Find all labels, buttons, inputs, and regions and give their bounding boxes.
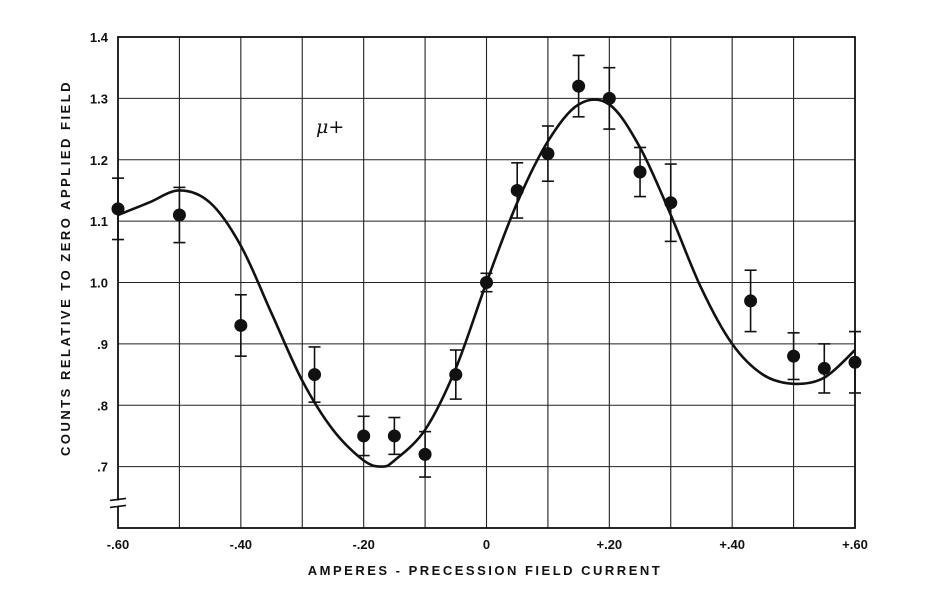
axis-break-gap: [110, 500, 126, 507]
marker-3: [308, 368, 322, 382]
y-tick-label-1: .8: [97, 398, 108, 413]
data-point-14: [664, 163, 678, 243]
marker-14: [664, 196, 678, 210]
marker-9: [510, 183, 524, 197]
data-point-1: [172, 186, 186, 244]
fit-curve-layer: [117, 98, 856, 468]
data-point-0: [111, 177, 125, 241]
data-point-3: [308, 346, 322, 403]
fit-curve: [117, 98, 856, 468]
plot-border: [117, 36, 856, 529]
y-tick-label-3: 1.0: [90, 276, 108, 291]
marker-17: [817, 361, 831, 375]
data-point-8: [480, 272, 493, 293]
marker-13: [633, 165, 647, 179]
tick-labels: -.60 -.40 -.20 0 +.20 +.40 +.60 .7 .8 .9 1.0 1.1 1.2…: [90, 30, 868, 552]
marker-7: [449, 368, 463, 382]
axis-break-mark-lower: [109, 504, 127, 509]
marker-8: [480, 276, 493, 289]
marker-11: [572, 79, 586, 93]
y-tick-label-2: .9: [97, 337, 108, 352]
data-point-12: [602, 66, 616, 130]
data-point-2: [234, 293, 248, 357]
y-axis-label: COUNTS RELATIVE TO ZERO APPLIED FIELD: [58, 80, 73, 456]
marker-16: [787, 349, 801, 363]
x-tick-label-1: -.40: [230, 537, 252, 552]
data-point-18: [848, 330, 862, 394]
x-tick-label-0: -.60: [107, 537, 129, 552]
data-point-11: [572, 54, 586, 118]
data-point-5: [387, 416, 401, 456]
x-tick-label-2: -.20: [352, 537, 374, 552]
y-tick-label-5: 1.2: [90, 153, 108, 168]
data-point-16: [787, 332, 801, 381]
data-point-15: [744, 269, 758, 333]
annotation-mu-plus: μ+: [316, 116, 344, 138]
data-points-layer: [111, 54, 862, 478]
marker-0: [111, 202, 125, 216]
marker-2: [234, 318, 248, 332]
marker-15: [744, 294, 758, 308]
data-point-10: [541, 125, 555, 183]
data-point-13: [633, 146, 647, 198]
x-axis-label: AMPERES - PRECESSION FIELD CURRENT: [308, 563, 662, 578]
data-point-7: [449, 349, 463, 400]
plot-frame: [109, 36, 856, 529]
marker-18: [848, 355, 862, 369]
y-tick-label-7: 1.4: [90, 30, 109, 45]
axis-break-mark-upper: [109, 497, 127, 502]
marker-5: [387, 429, 401, 443]
data-point-9: [510, 162, 524, 219]
data-point-6: [418, 430, 432, 478]
marker-4: [357, 429, 371, 443]
x-tick-label-3: 0: [483, 537, 490, 552]
x-tick-label-6: +.60: [842, 537, 868, 552]
data-point-17: [817, 343, 831, 394]
y-tick-label-6: 1.3: [90, 91, 108, 106]
marker-1: [172, 208, 186, 222]
x-tick-label-5: +.40: [719, 537, 745, 552]
x-tick-label-4: +.20: [596, 537, 622, 552]
marker-10: [541, 147, 555, 161]
marker-6: [418, 447, 432, 461]
y-tick-label-0: .7: [97, 460, 108, 475]
y-tick-label-4: 1.1: [90, 214, 108, 229]
data-point-4: [357, 415, 371, 457]
marker-12: [602, 91, 616, 105]
